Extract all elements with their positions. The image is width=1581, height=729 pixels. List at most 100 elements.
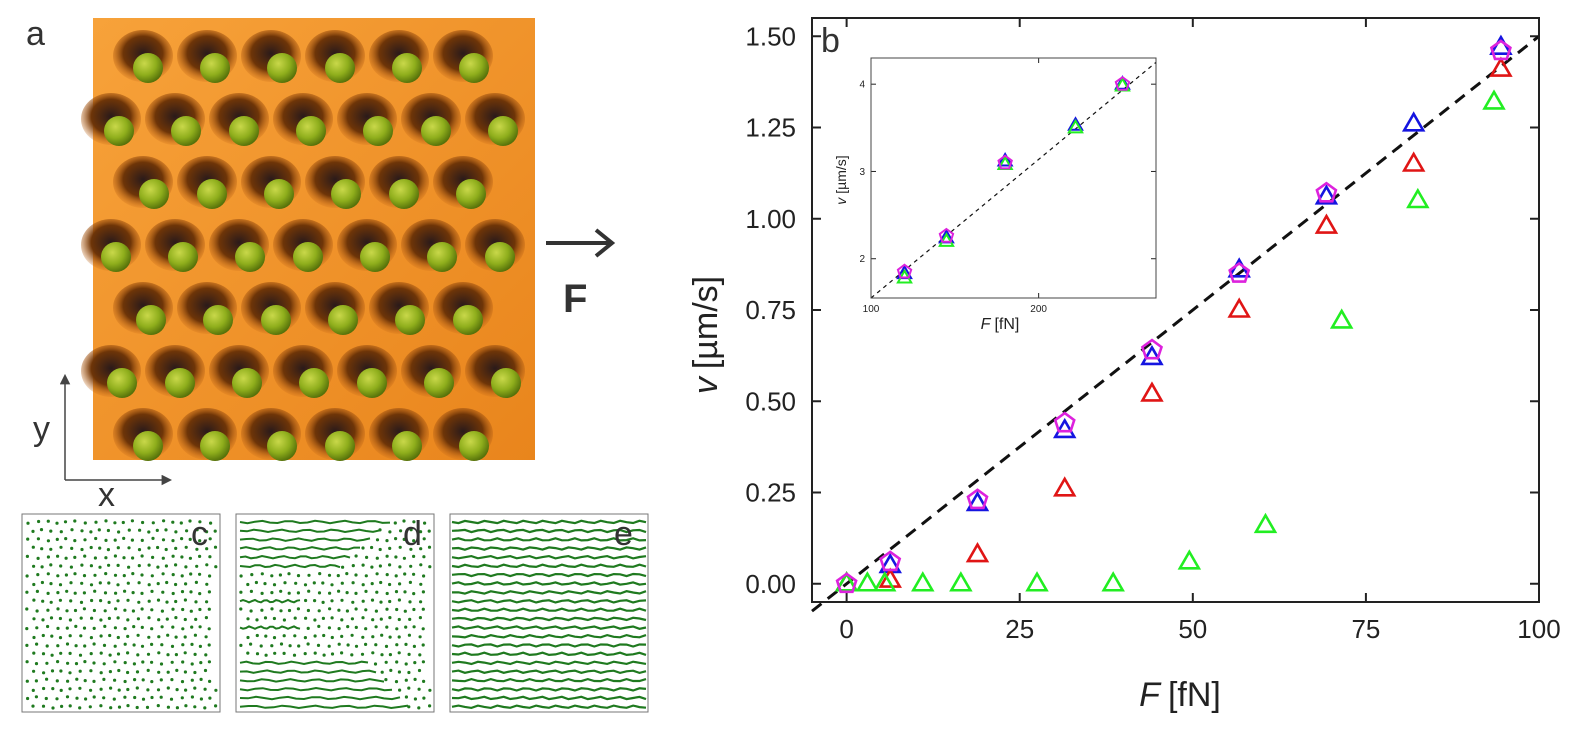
trajectory-dot xyxy=(198,625,202,629)
trajectory-dot xyxy=(42,671,46,675)
triangle-marker xyxy=(965,490,990,512)
trajectory-dot xyxy=(50,653,54,657)
trajectory-dot xyxy=(66,661,70,665)
trajectory-dot xyxy=(293,616,297,620)
trajectory-dot xyxy=(107,581,111,585)
trajectory-dot xyxy=(140,538,144,543)
trajectory-dot xyxy=(99,671,103,675)
trajectory-dot xyxy=(409,547,413,551)
trajectory-dot xyxy=(162,519,166,523)
trajectory-dot xyxy=(250,573,254,577)
x-tick-label: 25 xyxy=(1005,614,1034,644)
trajectory-dot xyxy=(99,687,103,691)
trajectory-dot xyxy=(422,574,426,578)
trajectory-dot xyxy=(364,608,368,612)
trajectory-dot xyxy=(32,635,36,640)
trajectory-dot xyxy=(32,651,36,655)
trajectory-dot xyxy=(50,634,54,638)
trajectory-dot xyxy=(136,633,140,637)
trajectory-dot xyxy=(55,521,59,525)
trajectory-dot xyxy=(107,563,111,567)
trajectory-dot xyxy=(340,581,344,585)
trajectory-dot xyxy=(361,616,365,620)
trajectory-dot xyxy=(395,627,399,631)
trajectory-dot xyxy=(246,617,250,621)
trajectory-dot xyxy=(164,547,168,552)
trajectory-dot xyxy=(288,644,292,648)
trajectory-dot xyxy=(41,599,45,603)
trajectory-dot xyxy=(330,652,335,656)
trajectory-dot xyxy=(49,600,53,604)
trajectory-dot xyxy=(31,545,35,549)
trajectory-dot xyxy=(127,546,131,550)
trajectory-dot xyxy=(123,627,127,631)
colloid-particle xyxy=(360,242,390,272)
trajectory-dot xyxy=(179,521,183,525)
trajectory-dot xyxy=(345,572,349,576)
trajectory-dot xyxy=(313,634,317,638)
trajectory-dot xyxy=(207,643,211,647)
panel-e: e xyxy=(449,513,649,713)
trajectory-line xyxy=(451,704,647,710)
trajectory-dot xyxy=(330,616,334,620)
trajectory-dot xyxy=(108,670,112,674)
trajectory-dot xyxy=(126,704,130,708)
trajectory-dot xyxy=(203,668,208,673)
colloid-particle xyxy=(456,179,486,209)
colloid-particle xyxy=(392,431,422,461)
trajectory-dot xyxy=(354,607,358,611)
trajectory-dot xyxy=(263,616,268,620)
trajectory-dot xyxy=(126,634,130,639)
trajectory-dot xyxy=(413,697,417,701)
trajectory-dot xyxy=(164,564,168,568)
trajectory-dot xyxy=(137,600,141,604)
trajectory-dot xyxy=(394,555,398,559)
trajectory-dot xyxy=(156,704,160,708)
trajectory-streak xyxy=(239,704,409,710)
trajectory-dot xyxy=(273,651,277,655)
inset-chart: 100 200 2 3 4 F [fN] v [µm/s] xyxy=(833,57,1157,333)
trajectory-dot xyxy=(402,537,406,542)
axis-x-label: x xyxy=(98,476,115,514)
trajectory-dot xyxy=(147,635,151,639)
trajectory-dot xyxy=(412,520,416,524)
trajectory-dot xyxy=(103,609,107,613)
inset-x-axis-symbol: F xyxy=(981,316,992,333)
trajectory-dot xyxy=(304,598,308,603)
trajectory-dot xyxy=(180,574,184,578)
triangle-marker xyxy=(911,571,935,592)
trajectory-dot xyxy=(272,583,277,587)
trajectory-dot xyxy=(371,618,375,622)
trajectory-dot xyxy=(388,563,392,567)
trajectory-dot xyxy=(83,521,87,525)
trajectory-dot xyxy=(360,652,365,656)
triangle-marker xyxy=(949,571,973,592)
trajectory-dot xyxy=(171,554,175,558)
trajectory-dot xyxy=(428,704,432,708)
triangle-marker xyxy=(1401,111,1426,132)
trajectory-dot xyxy=(340,618,344,622)
trajectory-dot xyxy=(316,643,321,648)
trajectory-dot xyxy=(205,563,209,567)
trajectory-streak xyxy=(239,546,360,551)
colloid-particle xyxy=(453,305,483,335)
trajectory-dot xyxy=(157,618,161,622)
trajectory-dot xyxy=(89,530,93,534)
colloid-particle xyxy=(165,368,195,398)
trajectory-dot xyxy=(156,545,160,550)
triangle-marker xyxy=(1177,549,1202,570)
trajectory-dot xyxy=(25,679,29,683)
trajectory-dot xyxy=(45,661,49,665)
trajectory-dot xyxy=(374,643,378,647)
trajectory-dot xyxy=(126,598,130,602)
trajectory-dot xyxy=(213,545,218,549)
trajectory-dot xyxy=(113,644,117,648)
trajectory-dot xyxy=(32,598,36,602)
trajectory-dot xyxy=(40,565,44,569)
trajectory-dot xyxy=(83,644,87,648)
trajectory-dot xyxy=(263,582,267,586)
trajectory-dot xyxy=(113,678,117,682)
trajectory-dot xyxy=(50,669,55,673)
pentagon-marker xyxy=(1114,75,1131,91)
trajectory-dot xyxy=(254,580,258,585)
